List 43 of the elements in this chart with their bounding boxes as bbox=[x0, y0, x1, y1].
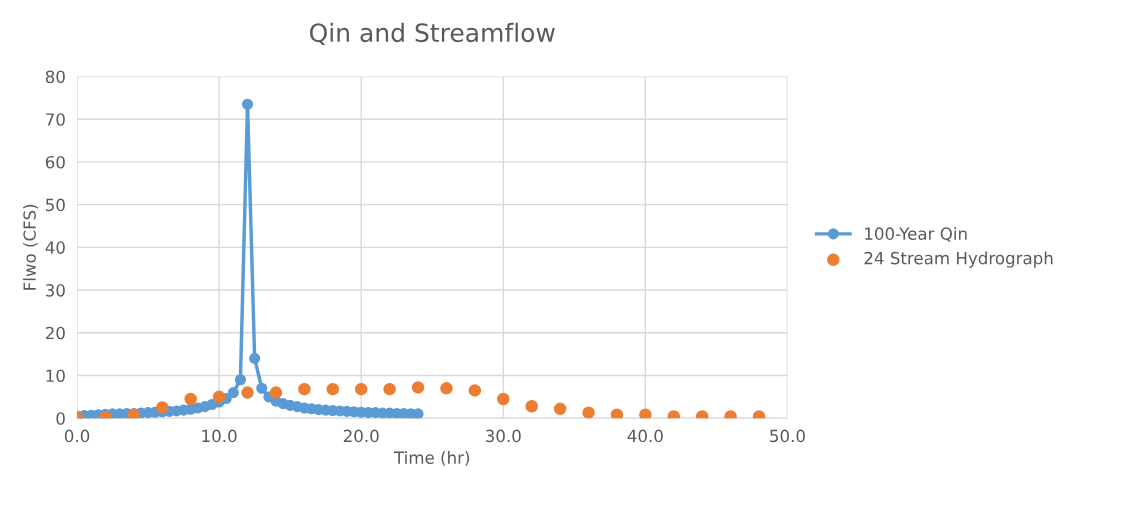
point bbox=[582, 406, 595, 419]
point bbox=[326, 382, 340, 396]
point bbox=[525, 399, 538, 413]
point bbox=[497, 392, 510, 406]
chart-title: Qin and Streamflow bbox=[309, 22, 555, 45]
legend-label: 24 Stream Hydrograph bbox=[864, 251, 1053, 268]
point bbox=[212, 390, 226, 404]
y-tick-label: 30 bbox=[46, 284, 65, 297]
point bbox=[234, 374, 246, 386]
y-tick-label: 10 bbox=[46, 369, 65, 383]
point bbox=[241, 98, 254, 110]
x-tick-label: 20.0 bbox=[343, 429, 379, 443]
point bbox=[411, 381, 425, 394]
x-tick-label: 50.0 bbox=[770, 429, 805, 443]
point bbox=[639, 408, 652, 419]
point bbox=[269, 386, 283, 399]
point bbox=[298, 382, 311, 396]
y-tick-label: 40 bbox=[45, 241, 65, 254]
y-tick-label: 0 bbox=[56, 412, 65, 425]
y-tick-label: 20 bbox=[45, 326, 65, 340]
point bbox=[156, 401, 169, 414]
point bbox=[468, 384, 482, 397]
point bbox=[241, 386, 254, 399]
legend-label: 100-Year Qin bbox=[865, 227, 967, 242]
x-tick-label: 40.0 bbox=[627, 429, 663, 443]
y-tick-label: 50 bbox=[46, 198, 65, 212]
point bbox=[227, 387, 239, 399]
point bbox=[249, 352, 261, 364]
point bbox=[354, 382, 368, 396]
point bbox=[383, 382, 396, 396]
x-tick-label: 10.0 bbox=[202, 429, 237, 443]
x-axis-title: Time (hr) bbox=[393, 451, 470, 466]
y-tick-label: 60 bbox=[45, 155, 65, 169]
point bbox=[256, 382, 268, 394]
y-axis-title: Flwo (CFS) bbox=[23, 204, 38, 290]
x-tick-label: 0.0 bbox=[64, 429, 90, 443]
point bbox=[610, 408, 624, 419]
x-tick-label: 30.0 bbox=[485, 429, 521, 443]
y-tick-label: 80 bbox=[45, 70, 65, 84]
point bbox=[184, 392, 197, 406]
point bbox=[553, 402, 567, 416]
y-tick-label: 70 bbox=[46, 113, 65, 126]
point bbox=[440, 382, 453, 395]
